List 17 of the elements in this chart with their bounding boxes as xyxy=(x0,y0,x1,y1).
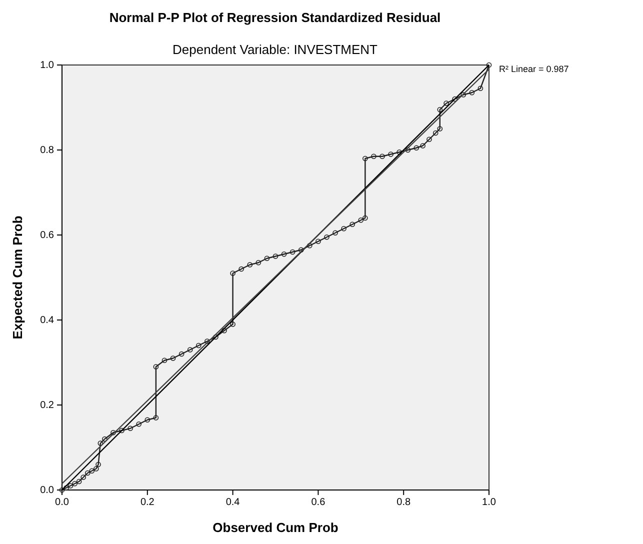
x-axis-title: Observed Cum Prob xyxy=(212,520,338,535)
text: R² Linear = 0.987 xyxy=(499,64,569,74)
y-tick-label: 0.2 xyxy=(40,400,54,412)
chart-title: Normal P-P Plot of Regression Standardized Residual xyxy=(109,10,441,25)
x-tick-label: 1.0 xyxy=(482,497,496,508)
y-tick-label: 0.0 xyxy=(40,485,54,496)
x-tick-label: 0.2 xyxy=(140,497,155,508)
x-tick-label: 0.6 xyxy=(311,497,326,508)
y-tick-label: 0.4 xyxy=(40,315,54,326)
x-tick-label: 0.0 xyxy=(55,497,70,508)
x-tick-label: 0.4 xyxy=(226,497,240,508)
chart-subtitle: Dependent Variable: INVESTMENT xyxy=(172,42,378,57)
y-tick-label: 0.8 xyxy=(40,145,54,156)
y-axis-title: Expected Cum Prob xyxy=(10,216,25,340)
y-tick-label: 1.0 xyxy=(40,60,54,72)
x-tick-label: 0.8 xyxy=(396,497,411,508)
y-tick-label: 0.6 xyxy=(40,230,54,242)
